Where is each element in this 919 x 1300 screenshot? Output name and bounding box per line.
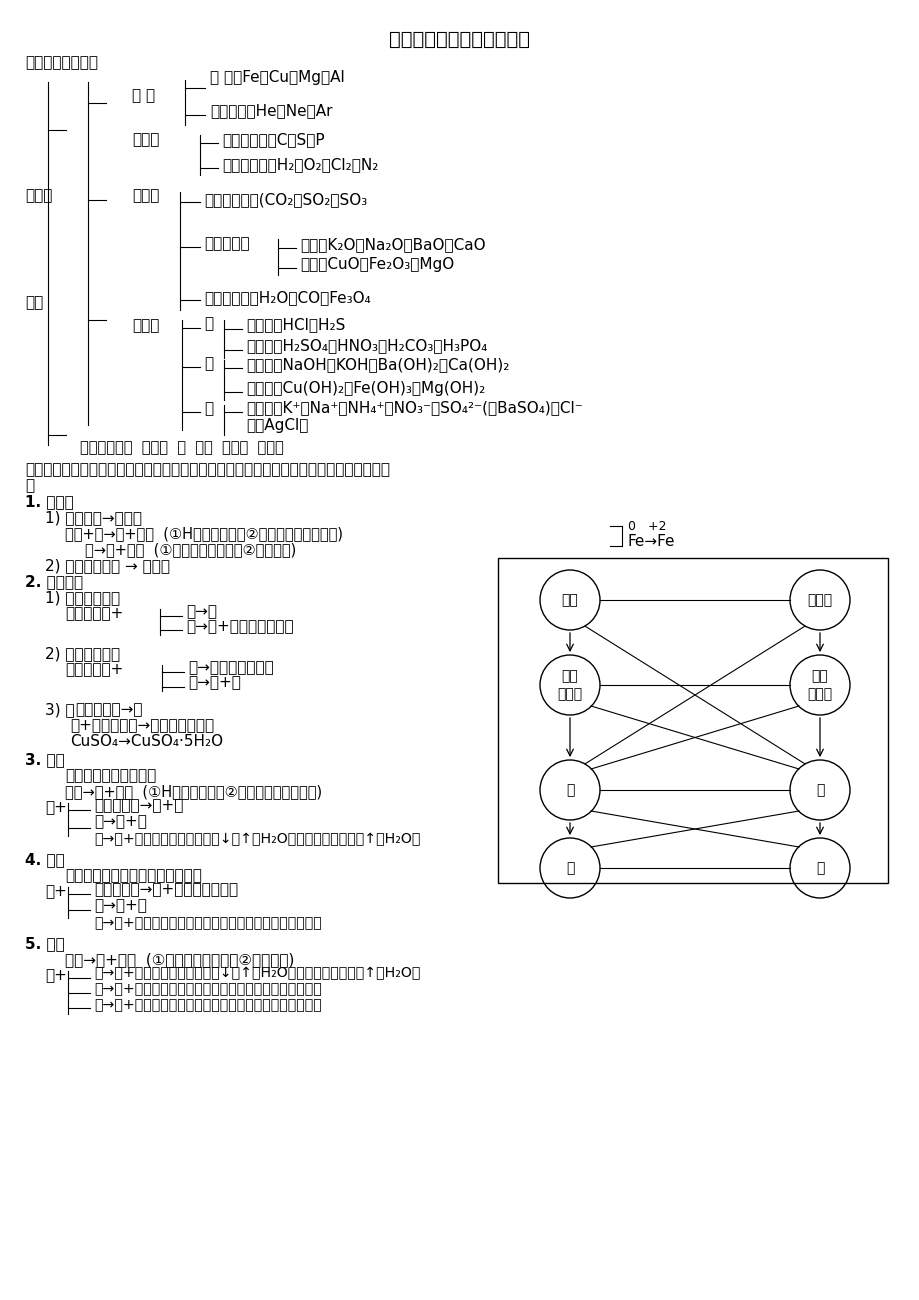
Text: 酸性氧化物：(CO₂、SO₂、SO₃: 酸性氧化物：(CO₂、SO₂、SO₃ [204, 192, 367, 207]
Text: 碱→盐+水: 碱→盐+水 [94, 814, 147, 829]
Text: 2) 非金属＋氧气 → 氧化物: 2) 非金属＋氧气 → 氧化物 [45, 558, 170, 573]
Text: 酸→盐+水: 酸→盐+水 [187, 675, 241, 690]
Text: 酸: 酸 [204, 316, 213, 332]
Text: 物质: 物质 [25, 295, 43, 309]
Text: 2. 氧化物：: 2. 氧化物： [25, 575, 83, 589]
Text: 酸→盐+水: 酸→盐+水 [94, 898, 147, 913]
Text: 碱: 碱 [204, 356, 213, 370]
Text: 水+碱性氧化物→碱（可溶性碱）: 水+碱性氧化物→碱（可溶性碱） [70, 718, 214, 733]
Text: 纯净物: 纯净物 [25, 188, 52, 203]
Text: 氧化物: 氧化物 [557, 686, 582, 701]
Text: 可溶盐：K⁺、Na⁺、NH₄⁺、NO₃⁻、SO₄²⁻(除BaSO₄)、Cl⁻: 可溶盐：K⁺、Na⁺、NH₄⁺、NO₃⁻、SO₄²⁻(除BaSO₄)、Cl⁻ [245, 400, 582, 415]
Text: 酸+: 酸+ [45, 800, 67, 815]
Text: 碱性氧化物+: 碱性氧化物+ [65, 662, 123, 677]
Text: 盐→盐+金属  (①排在前面的金属；②可溶性盐): 盐→盐+金属 (①排在前面的金属；②可溶性盐) [85, 542, 296, 556]
Text: 石蕊变蓝；酚酞变红（可溶性碱）: 石蕊变蓝；酚酞变红（可溶性碱） [65, 868, 201, 883]
Text: 含氧酸：H₂SO₄、HNO₃、H₂CO₃、H₃PO₄: 含氧酸：H₂SO₄、HNO₃、H₂CO₃、H₃PO₄ [245, 338, 487, 354]
Text: 石蕊变红；酚酞不变色: 石蕊变红；酚酞不变色 [65, 768, 156, 783]
Text: 碱性氧化物→盐+水: 碱性氧化物→盐+水 [94, 798, 183, 812]
Text: 1. 单质：: 1. 单质： [25, 494, 74, 510]
Text: 其它氧化物：H₂O、CO、Fe₃O₄: 其它氧化物：H₂O、CO、Fe₃O₄ [204, 290, 370, 305]
Text: 二、各类物质的主要化学性质：（见下图。短线表示相互间能反应，箭号表示相互间能转化: 二、各类物质的主要化学性质：（见下图。短线表示相互间能反应，箭号表示相互间能转化 [25, 462, 390, 477]
Text: 气态非金属：H₂、O₂、Cl₂、N₂: 气态非金属：H₂、O₂、Cl₂、N₂ [221, 157, 378, 172]
Text: 混合物：空气  水煤气  煤  石油  天然气  石灰石: 混合物：空气 水煤气 煤 石油 天然气 石灰石 [80, 439, 283, 455]
Text: 水→碱（可溶性碱）: 水→碱（可溶性碱） [187, 660, 274, 675]
Text: 可溶碱：NaOH、KOH、Ba(OH)₂、Ca(OH)₂: 可溶碱：NaOH、KOH、Ba(OH)₂、Ca(OH)₂ [245, 358, 509, 372]
Text: Fe→Fe: Fe→Fe [628, 534, 675, 549]
Text: 盐→盐+盐（反应物必须可溶且生成物之一必须是不溶物）: 盐→盐+盐（反应物必须可溶且生成物之一必须是不溶物） [94, 998, 322, 1011]
Text: 难溶碱：Cu(OH)₂、Fe(OH)₃、Mg(OH)₂: 难溶碱：Cu(OH)₂、Fe(OH)₃、Mg(OH)₂ [245, 381, 484, 396]
Text: 金属→盐+氢气  (①H前面的金属；②不能是浓硫酸和硝酸): 金属→盐+氢气 (①H前面的金属；②不能是浓硫酸和硝酸) [65, 784, 322, 800]
Text: 氧化物: 氧化物 [807, 686, 832, 701]
Text: 碱+: 碱+ [45, 884, 67, 900]
Text: 可溶：K₂O、Na₂O、BaO、CaO: 可溶：K₂O、Na₂O、BaO、CaO [300, 237, 485, 252]
Text: 酸性氧化物→盐+水（可溶性碱）: 酸性氧化物→盐+水（可溶性碱） [94, 881, 238, 897]
Text: 无氧酸：HCl、H₂S: 无氧酸：HCl、H₂S [245, 317, 345, 332]
Text: 酸性氧化物+: 酸性氧化物+ [65, 606, 123, 621]
Text: 0   +2: 0 +2 [628, 520, 665, 533]
Text: 碱: 碱 [565, 783, 573, 797]
Text: 1) 酸性氧化物：: 1) 酸性氧化物： [45, 590, 120, 605]
Text: 3. 酸：: 3. 酸： [25, 751, 64, 767]
Text: 4. 碱：: 4. 碱： [25, 852, 64, 867]
Text: 盐→酸+盐（可溶反应物能生成↓、↑、H₂O；难溶反应物能生成↑、H₂O）: 盐→酸+盐（可溶反应物能生成↓、↑、H₂O；难溶反应物能生成↑、H₂O） [94, 832, 420, 846]
Text: 初中化学酸碱盐知识点总结: 初中化学酸碱盐知识点总结 [389, 30, 530, 49]
Text: 3) 水: 3) 水 [45, 702, 74, 718]
Text: 水→酸: 水→酸 [186, 604, 217, 619]
Text: 化合物: 化合物 [131, 318, 159, 333]
Text: 盐: 盐 [815, 861, 823, 875]
Text: 酸性: 酸性 [811, 670, 827, 682]
Text: 盐: 盐 [204, 400, 213, 416]
Text: 1) 金属氧气→氧化物: 1) 金属氧气→氧化物 [45, 510, 142, 525]
Bar [497, 558, 887, 883]
Text: 碱性: 碱性 [561, 670, 578, 682]
Text: 酸性氧化物→酸: 酸性氧化物→酸 [75, 702, 142, 718]
Text: ）: ） [25, 478, 34, 493]
Text: 碱性氧化物: 碱性氧化物 [204, 237, 249, 251]
Text: 氧化物: 氧化物 [131, 188, 159, 203]
Text: 一、物质的分类：: 一、物质的分类： [25, 55, 98, 70]
Text: 金属: 金属 [561, 593, 578, 607]
Text: 酸→盐+酸（可溶反应物能生成↓、↑、H₂O；难溶反应物能生成↑、H₂O）: 酸→盐+酸（可溶反应物能生成↓、↑、H₂O；难溶反应物能生成↑、H₂O） [94, 966, 420, 980]
Text: 金属→盐+金属  (①排在前面的金属；②可溶性盐): 金属→盐+金属 (①排在前面的金属；②可溶性盐) [65, 952, 294, 967]
Text: 单 质: 单 质 [131, 88, 155, 103]
Text: 盐→盐+碱（反应物必须可溶且生成物之一必须是不溶物）: 盐→盐+碱（反应物必须可溶且生成物之一必须是不溶物） [94, 916, 322, 930]
Text: 稀有气体：He、Ne、Ar: 稀有气体：He、Ne、Ar [210, 103, 332, 118]
Text: 酸: 酸 [815, 783, 823, 797]
Text: 固态非金属：C、S、P: 固态非金属：C、S、P [221, 133, 324, 147]
Text: 非金属: 非金属 [807, 593, 832, 607]
Text: 碱→盐+水（可溶性碱）: 碱→盐+水（可溶性碱） [186, 619, 293, 634]
Text: 金属+酸→盐+氢气  (①H前面的金属；②不能是浓硫酸和硝酸): 金属+酸→盐+氢气 (①H前面的金属；②不能是浓硫酸和硝酸) [65, 526, 343, 541]
Text: 盐: 盐 [565, 861, 573, 875]
Text: 难溶：CuO、Fe₂O₃、MgO: 难溶：CuO、Fe₂O₃、MgO [300, 257, 454, 272]
Text: CuSO₄→CuSO₄·5H₂O: CuSO₄→CuSO₄·5H₂O [70, 734, 223, 749]
Text: 盐+: 盐+ [45, 968, 67, 983]
Text: 5. 盐：: 5. 盐： [25, 936, 64, 952]
Text: 金 属：Fe、Cu、Mg、Al: 金 属：Fe、Cu、Mg、Al [210, 70, 345, 84]
Text: 非金属: 非金属 [131, 133, 159, 147]
Text: 2) 碱性氧化物：: 2) 碱性氧化物： [45, 646, 120, 660]
Text: 碱→盐+碱（反应物必须可溶且生成物之一必须是不溶物）: 碱→盐+碱（反应物必须可溶且生成物之一必须是不溶物） [94, 982, 322, 996]
Text: （除AgCl）: （除AgCl） [245, 419, 308, 433]
